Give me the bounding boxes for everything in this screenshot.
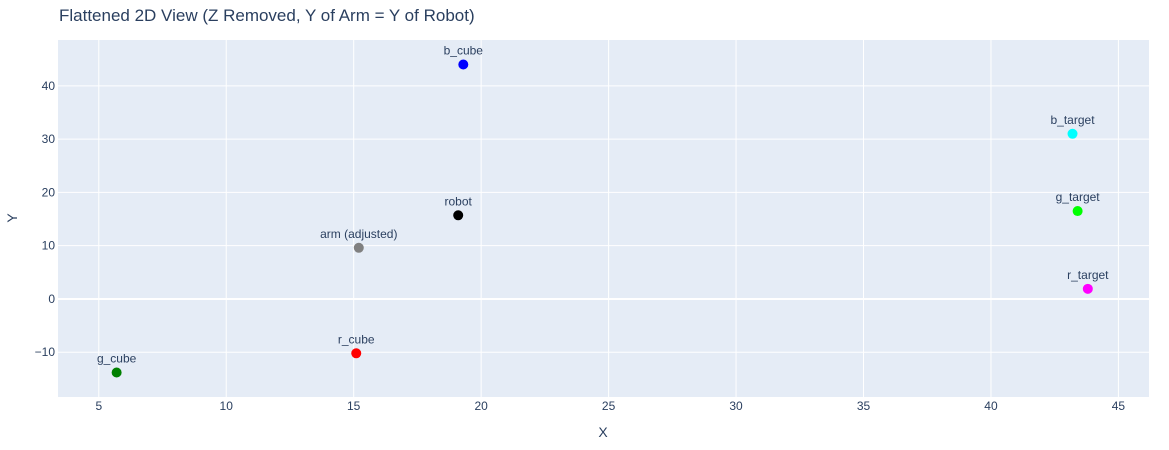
data-point-r-cube bbox=[351, 348, 362, 359]
y-tick-labels: −10 0 10 20 30 40 bbox=[35, 79, 56, 359]
data-point-g-target bbox=[1072, 206, 1083, 217]
point-label: robot bbox=[445, 194, 473, 208]
data-point-r-target bbox=[1082, 283, 1093, 294]
y-tick-label: 30 bbox=[42, 132, 56, 146]
gridlines bbox=[58, 40, 1149, 397]
point-label: arm (adjusted) bbox=[320, 227, 397, 241]
x-tick-label: 45 bbox=[1112, 399, 1126, 413]
y-axis-title: Y bbox=[4, 213, 20, 223]
x-tick-label: 20 bbox=[474, 399, 488, 413]
y-tick-label: 10 bbox=[42, 239, 56, 253]
data-point-b-target bbox=[1067, 128, 1078, 139]
x-tick-label: 15 bbox=[347, 399, 361, 413]
x-tick-labels: 5 10 15 20 25 30 35 40 45 bbox=[95, 399, 1125, 413]
point-label: b_cube bbox=[444, 44, 484, 58]
point-label: r_cube bbox=[338, 332, 375, 346]
x-tick-label: 5 bbox=[95, 399, 102, 413]
y-tick-label: 20 bbox=[42, 185, 56, 199]
point-label: r_target bbox=[1067, 268, 1109, 282]
data-point-g-cube bbox=[111, 367, 122, 378]
x-tick-label: 40 bbox=[984, 399, 998, 413]
data-point-arm-adjusted- bbox=[353, 242, 364, 253]
y-tick-label: 0 bbox=[48, 292, 55, 306]
data-points bbox=[111, 59, 1093, 378]
chart-title: Flattened 2D View (Z Removed, Y of Arm =… bbox=[59, 6, 475, 25]
x-tick-label: 35 bbox=[857, 399, 871, 413]
point-label: g_cube bbox=[97, 351, 137, 365]
x-tick-label: 25 bbox=[602, 399, 616, 413]
x-axis-title: X bbox=[598, 424, 608, 440]
point-label: g_target bbox=[1056, 190, 1101, 204]
point-label: b_target bbox=[1051, 113, 1096, 127]
x-tick-label: 30 bbox=[729, 399, 743, 413]
data-point-robot bbox=[453, 210, 464, 221]
plot-area bbox=[58, 40, 1149, 397]
y-tick-label: −10 bbox=[35, 345, 56, 359]
y-tick-label: 40 bbox=[42, 79, 56, 93]
x-tick-label: 10 bbox=[220, 399, 234, 413]
data-point-b-cube bbox=[458, 59, 469, 70]
